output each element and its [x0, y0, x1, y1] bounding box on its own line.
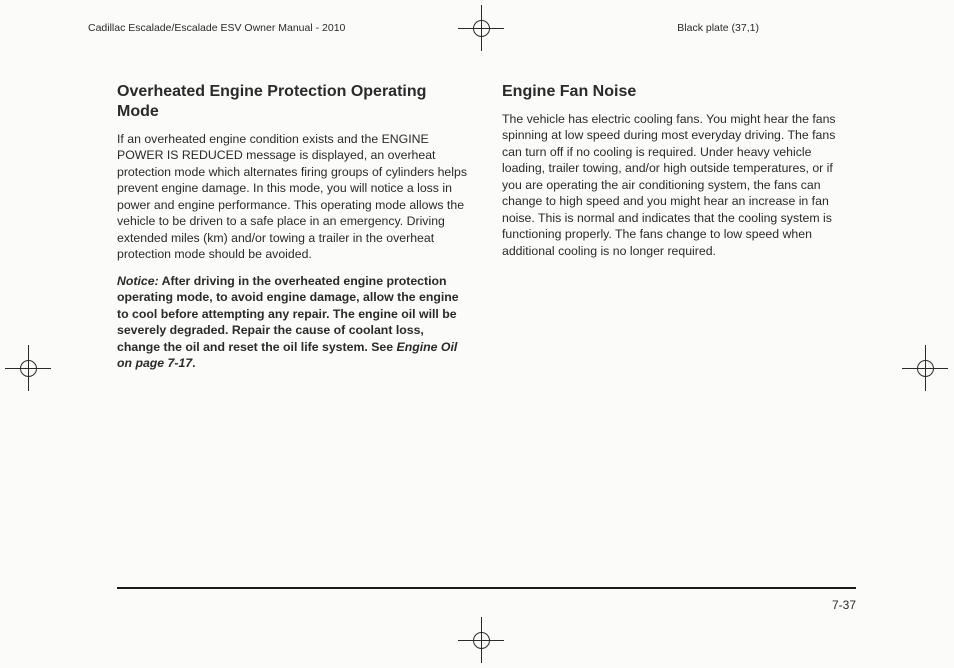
notice-label: Notice:	[117, 274, 159, 288]
footer-rule	[117, 587, 856, 589]
left-notice: Notice: After driving in the overheated …	[117, 273, 470, 372]
page-number: 7-37	[832, 598, 856, 612]
left-paragraph-1: If an overheated engine condition exists…	[117, 131, 470, 263]
header-row: Cadillac Escalade/Escalade ESV Owner Man…	[88, 22, 894, 42]
plate-label: Black plate (37,1)	[677, 22, 759, 34]
left-heading: Overheated Engine Protection Operating M…	[117, 82, 470, 122]
notice-body-b: .	[192, 356, 195, 370]
right-heading: Engine Fan Noise	[502, 82, 855, 102]
right-paragraph-1: The vehicle has electric cooling fans. Y…	[502, 111, 855, 259]
doc-title: Cadillac Escalade/Escalade ESV Owner Man…	[88, 22, 345, 34]
left-column: Overheated Engine Protection Operating M…	[117, 82, 470, 382]
right-column: Engine Fan Noise The vehicle has electri…	[502, 82, 855, 382]
content-area: Overheated Engine Protection Operating M…	[117, 82, 855, 382]
